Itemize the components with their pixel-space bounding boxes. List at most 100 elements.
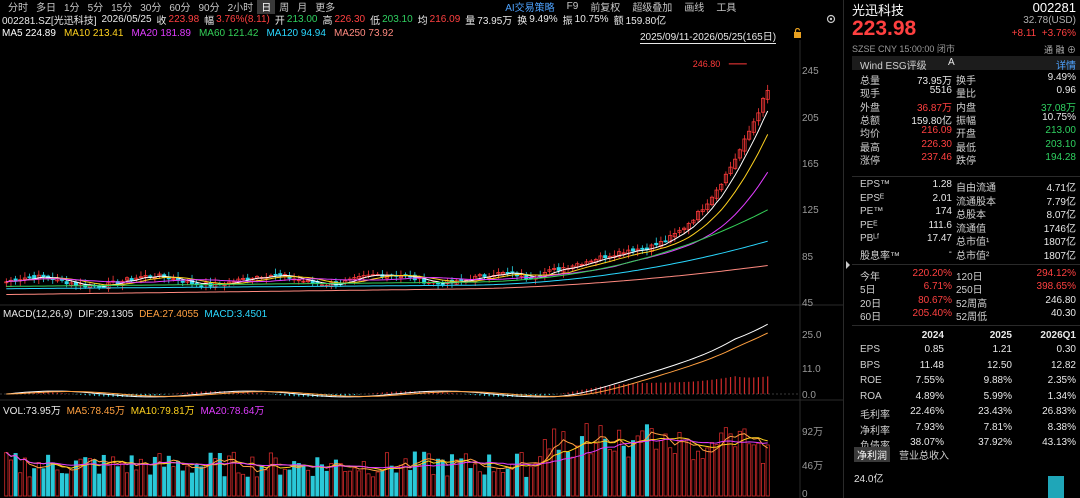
- fund-key: 流通值: [956, 223, 986, 235]
- financial-row: BPS 11.48 12.50 12.82: [852, 360, 1080, 373]
- candle-body: [129, 278, 134, 281]
- fund-key: PE™: [860, 206, 884, 218]
- volume-bar: [185, 465, 190, 497]
- tab-revenue[interactable]: 营业总收入: [899, 451, 949, 462]
- toolbar-menu-item[interactable]: 超级叠加: [632, 2, 673, 14]
- volume-bar: [496, 468, 501, 497]
- volume-bar: [631, 440, 636, 497]
- ma-line: [6, 110, 769, 287]
- date-range-label[interactable]: 2025/09/11-2026/05/25(165日): [640, 28, 777, 44]
- volume-bar: [617, 429, 622, 497]
- volume-bar: [306, 469, 311, 497]
- chevron-right-icon[interactable]: [845, 260, 851, 270]
- period-tab[interactable]: 月: [297, 2, 308, 14]
- return-key: 20日: [860, 298, 882, 310]
- vol-ma5: MA5:78.45万: [66, 406, 125, 417]
- toolbar-menu-item[interactable]: F9: [566, 0, 579, 12]
- candle-body: [626, 249, 631, 255]
- stat-key: 最高: [860, 142, 880, 154]
- volume-bar: [245, 476, 250, 497]
- volume-bar: [547, 448, 552, 497]
- volume-bar: [148, 474, 153, 497]
- kline-chart[interactable]: 246.80: [0, 0, 843, 498]
- fund-key: 流通股本: [956, 196, 996, 208]
- volume-bar: [463, 453, 468, 497]
- period-tab[interactable]: 5分: [87, 2, 104, 14]
- vol-ma10: MA10:79.81万: [130, 406, 195, 417]
- fin-value: 11.48: [919, 359, 944, 371]
- open-value: 213.00: [286, 13, 318, 25]
- fin-value: 1.21: [992, 344, 1012, 355]
- candle-body: [700, 209, 705, 213]
- period-tab[interactable]: 多日: [36, 2, 56, 14]
- toolbar-menu-item[interactable]: AI交易策略: [505, 2, 555, 14]
- volume-bar: [157, 453, 162, 497]
- volume-bar: [278, 474, 283, 497]
- stats-row: 外盘 36.87万 内盘 37.08万: [852, 99, 1080, 114]
- chart-area: 分时 多日 1分 5分 15分 30分 60分 90分 2小时日周月更多 AI交易策略 F9 前复权超…: [0, 0, 843, 498]
- volume-bar: [129, 455, 134, 497]
- return-row: 20日 80.67% 52周高 246.80: [852, 294, 1080, 310]
- volume-bar: [319, 464, 325, 497]
- fin-key: 负债率: [860, 437, 890, 452]
- panel-divider: [843, 0, 844, 498]
- fund-value: 1807亿: [1043, 251, 1076, 262]
- volume-bar: [552, 428, 557, 497]
- volume-bar: [524, 476, 529, 497]
- volume-bar: [389, 465, 394, 497]
- candle-body: [301, 280, 306, 283]
- trade-icons[interactable]: 通 融 ⊕: [1043, 45, 1076, 55]
- mini-chart-axis: 24.0亿: [854, 474, 884, 485]
- volume-bar: [426, 453, 431, 497]
- volume-bar: [491, 471, 496, 497]
- period-tab[interactable]: 60分: [169, 2, 191, 14]
- candle-body: [64, 281, 69, 285]
- volume-bar: [264, 469, 269, 497]
- candle-body: [723, 173, 728, 184]
- esg-detail-link[interactable]: 详情: [1056, 61, 1076, 72]
- period-tab[interactable]: 15分: [111, 2, 133, 14]
- period-tab[interactable]: 周: [279, 2, 290, 14]
- candle-body: [357, 275, 362, 280]
- toolbar-menu-item[interactable]: 工具: [716, 2, 737, 14]
- volume-bar: [714, 444, 719, 497]
- candle-body: [41, 274, 46, 278]
- fund-key: 总市值²: [956, 251, 990, 262]
- volume-bar: [73, 460, 78, 497]
- tab-net-profit[interactable]: 净利润: [854, 447, 890, 462]
- stat-value: 36.87万: [916, 102, 952, 114]
- return-value: 80.67%: [918, 294, 952, 306]
- volume-bar: [296, 463, 301, 497]
- volume-bar: [556, 449, 561, 497]
- period-tab[interactable]: 1分: [64, 2, 80, 14]
- volume-bar: [761, 462, 766, 497]
- vol-tick-label: 0: [802, 489, 808, 498]
- toolbar-menu-item[interactable]: 前复权: [590, 2, 621, 14]
- esg-row[interactable]: Wind ESG评级 A 详情: [852, 56, 1080, 72]
- period-tab[interactable]: 2小时: [227, 2, 254, 14]
- return-key: 5日: [860, 285, 876, 297]
- period-tab[interactable]: 分时: [8, 2, 28, 14]
- period-tab[interactable]: 日: [257, 0, 276, 14]
- stat-key: 量比: [956, 89, 976, 101]
- volume-bar: [445, 475, 450, 497]
- stat-value: 203.10: [1045, 138, 1076, 150]
- volume-bar: [254, 476, 260, 497]
- volume-bar: [468, 468, 473, 497]
- period-tab[interactable]: 30分: [140, 2, 162, 14]
- volume-bar: [236, 472, 241, 497]
- lock-icon[interactable]: [793, 28, 802, 38]
- toolbar-menu-item[interactable]: 画线: [684, 2, 705, 14]
- candle-body: [124, 277, 130, 281]
- volume-bar: [282, 468, 287, 497]
- settings-icon[interactable]: [826, 14, 836, 24]
- fund-value: 174: [935, 206, 952, 218]
- volume-bar: [203, 464, 208, 497]
- period-tab[interactable]: 90分: [198, 2, 220, 14]
- period-tab[interactable]: 更多: [315, 2, 336, 14]
- swing-key: 振: [562, 15, 573, 27]
- volume-bar: [380, 470, 385, 497]
- volume-bar: [538, 456, 543, 497]
- volume-bar: [742, 428, 747, 497]
- candle-body: [436, 282, 441, 285]
